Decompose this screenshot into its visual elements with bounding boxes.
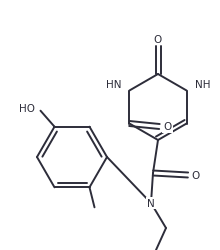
Text: HN: HN (106, 80, 121, 90)
Text: O: O (154, 35, 162, 45)
Text: O: O (192, 170, 200, 180)
Text: N: N (147, 198, 155, 208)
Text: HO: HO (20, 103, 35, 113)
Text: NH: NH (194, 80, 210, 90)
Text: O: O (163, 122, 172, 132)
